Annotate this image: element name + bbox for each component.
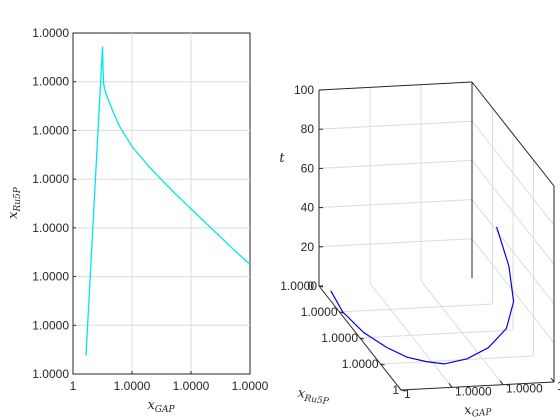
- z-tick-label: 0: [307, 279, 314, 293]
- x-tick-label: 1: [70, 379, 77, 393]
- x-tick-label-3d: 1.0000: [557, 379, 560, 393]
- y-tick-label: 1.0000: [32, 270, 69, 284]
- axes-2d-ticks: 1 1.0000 1.0000 1.00001.00001.00001.00001.0…: [32, 26, 268, 393]
- axes-2d-box: [72, 32, 251, 375]
- box-edge: [318, 81, 473, 91]
- x-tick-label-3d: 1.0000: [455, 384, 492, 398]
- y-tick-label-3d: 1.0000: [321, 331, 358, 345]
- x-axis-label-2d: xGAP: [147, 398, 175, 415]
- z-axis-label-3d: t: [279, 151, 285, 166]
- y-tick-mark-3d: [400, 389, 406, 392]
- y-axis-label-3d: xRu5P: [296, 386, 331, 407]
- x-tick-mark-3d: [448, 383, 453, 388]
- y-tick-mark-3d: [359, 337, 365, 340]
- y-tick-label-3d: 1.0000: [342, 357, 379, 371]
- wall-grid-z: [318, 159, 473, 169]
- y-tick-mark-3d: [380, 363, 385, 366]
- x-tick-label-3d: 1.0000: [506, 382, 543, 396]
- y-tick-label-3d: 1.0000: [280, 279, 317, 293]
- y-tick-label-3d: 1: [392, 383, 399, 397]
- box-edge: [471, 81, 555, 187]
- x-tick-mark-3d: [550, 377, 555, 383]
- y-tick-mark-3d: [318, 285, 324, 288]
- x-tick-label: 1.0000: [114, 379, 151, 393]
- z-tick-label: 60: [301, 161, 315, 175]
- series-2d-line: [85, 46, 251, 356]
- x-tick-mark-3d: [397, 385, 402, 391]
- y-tick-label: 1.0000: [32, 26, 69, 40]
- x-axis-line: [400, 381, 555, 391]
- z-tick-label: 80: [301, 122, 315, 136]
- y-tick-label: 1.0000: [32, 318, 69, 332]
- floor-grid-y: [339, 303, 493, 313]
- y-tick-label: 1.0000: [32, 367, 69, 381]
- y-axis-label-2d: xRu5P: [6, 186, 23, 219]
- y-tick-label: 1.0000: [32, 75, 69, 89]
- x-tick-mark-3d: [499, 380, 504, 385]
- wall-grid-z: [318, 120, 473, 130]
- z-tick-label: 40: [301, 201, 315, 215]
- y-tick-label: 1.0000: [32, 221, 69, 235]
- z-tick-label: 100: [294, 83, 314, 97]
- x-tick-label-3d: 1: [404, 387, 411, 401]
- wall-grid-z: [318, 199, 473, 209]
- x-axis-label-3d: xGAP: [463, 401, 493, 420]
- x-tick-label: 1.0000: [173, 379, 210, 393]
- floor-grid-y: [359, 329, 514, 339]
- axes-3d-panes: [318, 81, 555, 391]
- axes-3d: 0 20 40 60 80 100 1 1.0000 1.0000 1.0000 1.0000 1 1.…: [279, 81, 560, 420]
- z-tick-label: 20: [301, 240, 315, 254]
- floor-grid-y: [380, 355, 534, 365]
- y-tick-label: 1.0000: [32, 172, 69, 186]
- y-tick-label: 1.0000: [32, 123, 69, 137]
- x-tick-label: 1.0000: [232, 379, 269, 393]
- wall-grid-z: [318, 238, 473, 248]
- series-3d-line: [330, 226, 515, 365]
- axes-3d-ticks: 0 20 40 60 80 100 1 1.0000 1.0000 1.0000 1.0000 1 1.…: [280, 83, 560, 401]
- y-tick-label-3d: 1.0000: [301, 305, 338, 319]
- axes-2d: 1 1.0000 1.0000 1.00001.00001.00001.00001.0…: [6, 26, 269, 415]
